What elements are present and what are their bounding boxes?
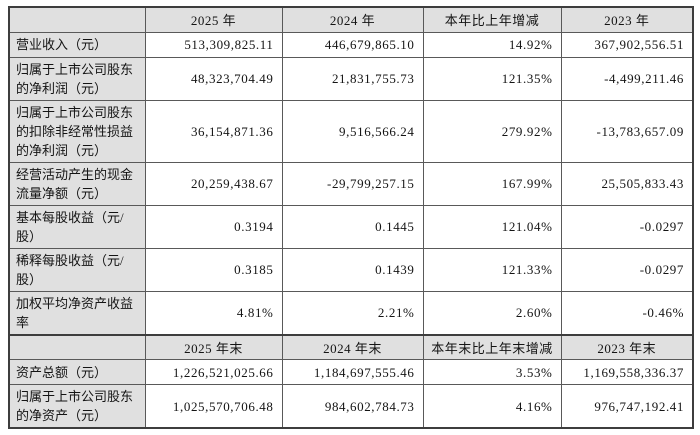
value-2024-end: 1,184,697,555.46 (281, 359, 424, 385)
value-2025: 36,154,871.36 (144, 99, 283, 163)
metric-label: 归属于上市公司股东的净利润（元） (8, 56, 146, 101)
point-header-row: 2025 年末 2024 年末 本年末比上年末增减 2023 年末 (8, 333, 694, 360)
year-2023-header: 2023 年 (560, 6, 694, 33)
value-2023: -4,499,211.46 (560, 56, 694, 101)
metric-label: 加权平均净资产收益率 (8, 290, 146, 335)
value-yoy-change: 14.92% (422, 31, 562, 58)
value-2024-end: 984,602,784.73 (281, 384, 424, 429)
value-end-change: 4.16% (422, 384, 562, 429)
table-row-weighted-avg-roe: 加权平均净资产收益率 4.81% 2.21% 2.60% -0.46% (8, 290, 694, 335)
value-yoy-change: 2.60% (422, 290, 562, 335)
table-row-operating-cash-flow: 经营活动产生的现金流量净额（元） 20,259,438.67 -29,799,2… (8, 161, 694, 206)
blank-corner-cell (8, 6, 146, 33)
metric-label: 稀释每股收益（元/股） (8, 247, 146, 292)
value-2025: 4.81% (144, 290, 283, 335)
yoy-change-header: 本年比上年增减 (422, 6, 562, 33)
table-row-total-assets: 资产总额（元） 1,226,521,025.66 1,184,697,555.4… (8, 359, 694, 385)
blank-corner-cell (8, 333, 146, 360)
value-yoy-change: 279.92% (422, 99, 562, 163)
value-2024: 0.1445 (281, 204, 424, 249)
value-2024: -29,799,257.15 (281, 161, 424, 206)
table-row-net-assets: 归属于上市公司股东的净资产（元） 1,025,570,706.48 984,60… (8, 384, 694, 429)
value-2023-end: 1,169,558,336.37 (560, 359, 694, 385)
period-header-row: 2025 年 2024 年 本年比上年增减 2023 年 (8, 6, 694, 33)
value-2024: 2.21% (281, 290, 424, 335)
value-2023-end: 976,747,192.41 (560, 384, 694, 429)
value-2025: 513,309,825.11 (144, 31, 283, 58)
value-2023: -0.0297 (560, 247, 694, 292)
key-indicators-table: 2025 年 2024 年 本年比上年增减 2023 年 营业收入（元） 513… (8, 6, 694, 429)
table-row-deducted-net-profit: 归属于上市公司股东的扣除非经常性损益的净利润（元） 36,154,871.36 … (8, 99, 694, 163)
value-2025: 20,259,438.67 (144, 161, 283, 206)
metric-label: 经营活动产生的现金流量净额（元） (8, 161, 146, 206)
value-yoy-change: 121.35% (422, 56, 562, 101)
value-2024: 21,831,755.73 (281, 56, 424, 101)
value-yoy-change: 121.04% (422, 204, 562, 249)
value-2025-end: 1,025,570,706.48 (144, 384, 283, 429)
value-yoy-change: 121.33% (422, 247, 562, 292)
year-end-2025-header: 2025 年末 (144, 333, 283, 360)
metric-label: 资产总额（元） (8, 359, 146, 385)
table-row-net-profit: 归属于上市公司股东的净利润（元） 48,323,704.49 21,831,75… (8, 56, 694, 101)
metric-label: 营业收入（元） (8, 31, 146, 58)
value-2023: 25,505,833.43 (560, 161, 694, 206)
year-2025-header: 2025 年 (144, 6, 283, 33)
value-2024: 9,516,566.24 (281, 99, 424, 163)
table-row-revenue: 营业收入（元） 513,309,825.11 446,679,865.10 14… (8, 31, 694, 58)
value-2023: -0.46% (560, 290, 694, 335)
metric-label: 基本每股收益（元/股） (8, 204, 146, 249)
value-yoy-change: 167.99% (422, 161, 562, 206)
value-2025-end: 1,226,521,025.66 (144, 359, 283, 385)
table-row-basic-eps: 基本每股收益（元/股） 0.3194 0.1445 121.04% -0.029… (8, 204, 694, 249)
metric-label: 归属于上市公司股东的扣除非经常性损益的净利润（元） (8, 99, 146, 163)
year-end-2024-header: 2024 年末 (281, 333, 424, 360)
value-2023: -0.0297 (560, 204, 694, 249)
year-end-change-header: 本年末比上年末增减 (422, 333, 562, 360)
value-2025: 0.3185 (144, 247, 283, 292)
year-2024-header: 2024 年 (281, 6, 424, 33)
value-2023: 367,902,556.51 (560, 31, 694, 58)
value-2025: 0.3194 (144, 204, 283, 249)
value-2025: 48,323,704.49 (144, 56, 283, 101)
value-2023: -13,783,657.09 (560, 99, 694, 163)
value-2024: 0.1439 (281, 247, 424, 292)
table-row-diluted-eps: 稀释每股收益（元/股） 0.3185 0.1439 121.33% -0.029… (8, 247, 694, 292)
value-end-change: 3.53% (422, 359, 562, 385)
year-end-2023-header: 2023 年末 (560, 333, 694, 360)
metric-label: 归属于上市公司股东的净资产（元） (8, 384, 146, 429)
value-2024: 446,679,865.10 (281, 31, 424, 58)
